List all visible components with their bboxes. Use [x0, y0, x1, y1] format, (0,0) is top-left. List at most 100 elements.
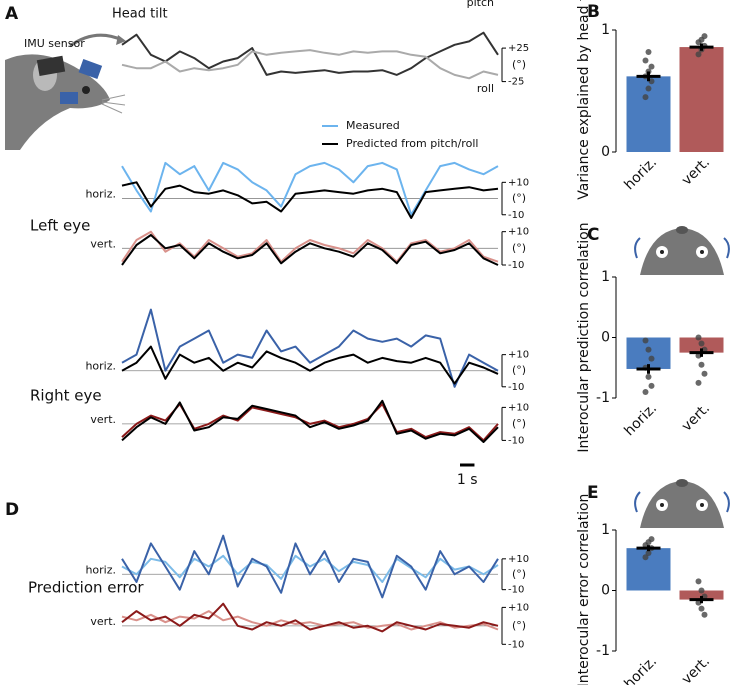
- y-tick-label: +10: [508, 350, 529, 361]
- side-label: vert.: [90, 615, 116, 628]
- bar: [626, 337, 671, 369]
- data-point: [645, 346, 652, 353]
- y-tick-label: -10: [508, 435, 524, 446]
- y-tick-label: +10: [508, 227, 529, 238]
- data-point: [642, 388, 649, 395]
- data-point: [695, 334, 702, 341]
- legend-label: Measured: [346, 119, 400, 132]
- x-tick-label: vert.: [679, 400, 713, 434]
- data-point: [701, 33, 708, 40]
- data-point: [642, 94, 649, 101]
- y-tick-label: 0: [601, 330, 610, 346]
- trace: [121, 230, 499, 263]
- data-point: [698, 605, 705, 612]
- data-point: [642, 337, 649, 344]
- x-tick-label: horiz.: [621, 653, 660, 685]
- mouse-head-icon: [634, 479, 730, 528]
- data-point: [642, 554, 649, 561]
- data-point: [698, 361, 705, 368]
- y-tick-label: +10: [508, 402, 529, 413]
- y-axis-label: Interocular error correlation: [576, 494, 592, 685]
- y-tick-label: 1: [601, 269, 610, 285]
- panel-letter: D: [5, 500, 19, 520]
- x-tick-label: vert.: [679, 154, 713, 188]
- series-label: pitch: [467, 0, 494, 9]
- trace: [121, 554, 499, 583]
- y-tick-label: -1: [596, 643, 610, 659]
- y-tick-label: 0: [601, 583, 610, 599]
- y-axis-label: (°): [512, 619, 526, 632]
- x-tick-label: horiz.: [621, 400, 660, 439]
- group-label: Prediction error: [28, 579, 144, 597]
- trace: [121, 308, 499, 388]
- data-point: [695, 379, 702, 386]
- side-label: horiz.: [85, 563, 116, 576]
- data-point: [645, 85, 652, 92]
- trace: [121, 31, 499, 76]
- y-tick-label: -10: [508, 382, 524, 393]
- y-tick-label: 1: [601, 22, 610, 38]
- panel-letter: C: [587, 225, 599, 245]
- data-point: [648, 63, 655, 70]
- data-point: [642, 57, 649, 64]
- group-label: Right eye: [30, 387, 102, 405]
- y-axis-label: (°): [512, 364, 526, 377]
- series-label: roll: [477, 82, 494, 95]
- data-point: [648, 355, 655, 362]
- side-label: vert.: [90, 237, 116, 250]
- side-label: horiz.: [85, 360, 116, 373]
- group-label: Left eye: [30, 217, 90, 235]
- y-tick-label: -25: [508, 77, 524, 88]
- data-point: [701, 370, 708, 377]
- y-axis-label: (°): [512, 567, 526, 580]
- y-tick-label: +10: [508, 554, 529, 565]
- trace: [121, 234, 499, 266]
- y-tick-label: +10: [508, 177, 529, 188]
- data-point: [645, 48, 652, 55]
- y-tick-label: 0: [601, 144, 610, 160]
- panel-letter: B: [587, 2, 600, 22]
- data-point: [701, 611, 708, 618]
- trace: [121, 602, 499, 633]
- y-tick-label: 1: [601, 522, 610, 538]
- y-axis-label: (°): [512, 417, 526, 430]
- data-point: [645, 373, 652, 380]
- x-tick-label: vert.: [679, 653, 713, 685]
- trace: [121, 49, 499, 80]
- y-axis-label: (°): [512, 192, 526, 205]
- mouse-head-icon: [634, 226, 730, 275]
- chart-title: Head tilt: [112, 7, 168, 22]
- panel-letter: E: [587, 483, 599, 503]
- x-tick-label: horiz.: [621, 154, 660, 193]
- mouse-illustration: [5, 33, 126, 150]
- y-tick-label: -10: [508, 210, 524, 221]
- trace: [121, 610, 499, 631]
- y-tick-label: +10: [508, 602, 529, 613]
- trace: [121, 345, 499, 385]
- data-point: [695, 51, 702, 58]
- data-point: [648, 382, 655, 389]
- annotation: IMU sensor: [24, 37, 85, 50]
- y-tick-label: -10: [508, 260, 524, 271]
- data-point: [695, 578, 702, 585]
- y-tick-label: +25: [508, 43, 529, 54]
- trace: [121, 161, 499, 216]
- y-tick-label: -10: [508, 639, 524, 650]
- data-point: [645, 549, 652, 556]
- data-point: [698, 340, 705, 347]
- side-label: vert.: [90, 413, 116, 426]
- data-point: [698, 587, 705, 594]
- panel-letter: A: [5, 4, 19, 24]
- side-label: horiz.: [85, 188, 116, 201]
- legend-label: Predicted from pitch/roll: [346, 137, 478, 150]
- y-axis-label: Interocular prediction correlation: [576, 222, 592, 452]
- trace: [121, 399, 499, 443]
- y-axis-label: (°): [512, 58, 526, 71]
- scale-bar-label: 1 s: [457, 472, 478, 488]
- y-tick-label: -1: [596, 390, 610, 406]
- trace: [121, 181, 499, 219]
- bar: [679, 47, 724, 152]
- data-point: [648, 536, 655, 543]
- trace: [121, 534, 499, 599]
